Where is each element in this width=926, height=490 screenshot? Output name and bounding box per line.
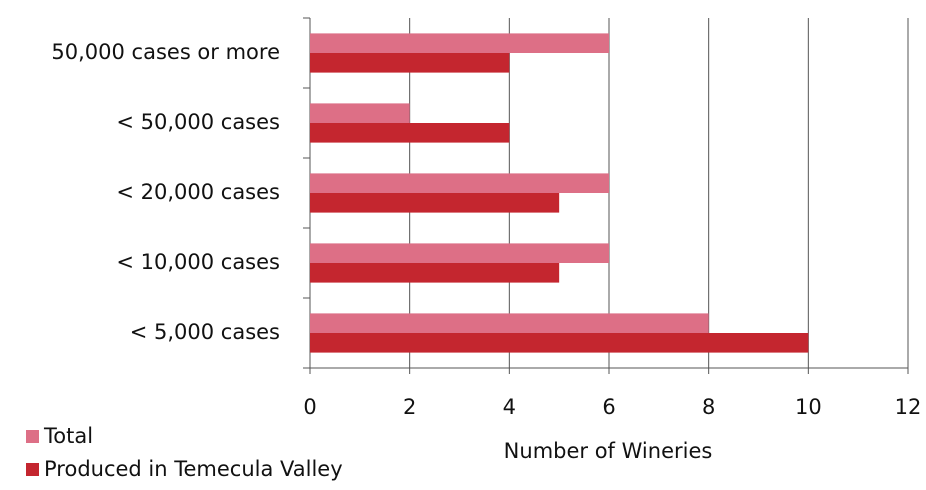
legend-swatch bbox=[26, 463, 39, 476]
y-tick-label: < 10,000 cases bbox=[116, 250, 280, 274]
bar bbox=[310, 313, 709, 333]
y-tick-label: 50,000 cases or more bbox=[51, 40, 280, 64]
bar bbox=[310, 333, 809, 353]
legend-label: Total bbox=[43, 424, 93, 448]
bar bbox=[310, 243, 609, 263]
x-tick-label: 2 bbox=[403, 395, 416, 419]
bar bbox=[310, 173, 609, 193]
y-tick-label: < 50,000 cases bbox=[116, 110, 280, 134]
legend-label: Produced in Temecula Valley bbox=[44, 457, 343, 481]
x-tick-label: 6 bbox=[602, 395, 615, 419]
bar bbox=[310, 33, 609, 53]
bar bbox=[310, 263, 560, 283]
x-tick-label: 12 bbox=[895, 395, 922, 419]
x-tick-label: 4 bbox=[503, 395, 516, 419]
y-tick-label: < 5,000 cases bbox=[130, 320, 280, 344]
legend-swatch bbox=[26, 430, 39, 443]
x-tick-label: 10 bbox=[795, 395, 822, 419]
bar bbox=[310, 53, 510, 73]
x-tick-label: 8 bbox=[702, 395, 715, 419]
y-tick-label: < 20,000 cases bbox=[116, 180, 280, 204]
bar bbox=[310, 123, 510, 143]
bar bbox=[310, 193, 560, 213]
x-axis-title: Number of Wineries bbox=[504, 439, 713, 463]
x-tick-label: 0 bbox=[303, 395, 316, 419]
bar bbox=[310, 103, 410, 123]
